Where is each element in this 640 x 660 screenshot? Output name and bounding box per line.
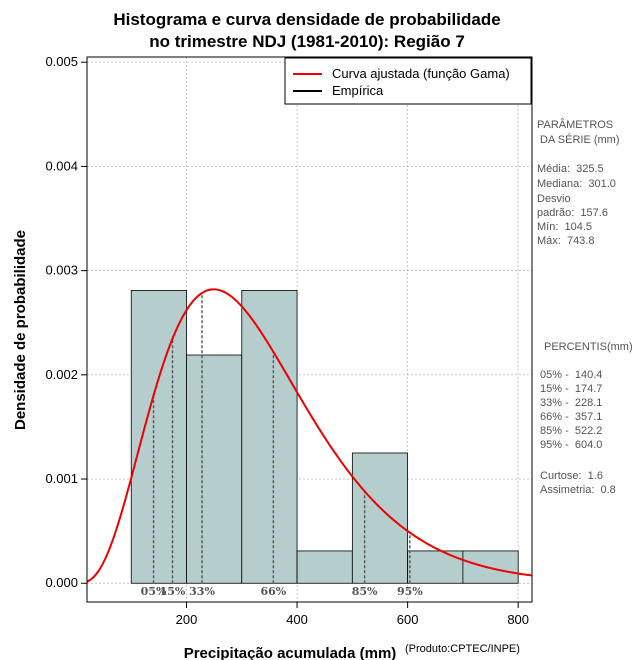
percentile-label-33: 33% <box>189 585 215 598</box>
histogram-bar-5 <box>351 452 409 584</box>
stat-skewness: Assimetria: 0.8 <box>540 484 616 496</box>
chart-title-line-2: no trimestre NDJ (1981-2010): Região 7 <box>149 32 465 51</box>
percentile-label-05: 05% <box>141 585 167 598</box>
histogram-bar-2 <box>186 354 243 584</box>
plot-frame <box>86 56 533 603</box>
gamma-fit-curve <box>86 288 532 583</box>
x-tick-label-200: 200 <box>176 612 198 627</box>
y-tick-label-5: 0.005 <box>45 54 78 69</box>
percentile-95: 95% - 604.0 <box>540 439 602 451</box>
product-credit: (Produto:CPTEC/INPE) <box>405 643 520 655</box>
percentile-label-66: 66% <box>260 585 286 598</box>
legend-box <box>284 57 532 105</box>
histogram-bar-4 <box>296 550 353 584</box>
y-tick-label-0: 0.000 <box>45 575 78 590</box>
param-max: Máx: 743.8 <box>537 235 594 247</box>
param-median: Mediana: 301.0 <box>537 178 616 190</box>
percentile-05: 05% - 140.4 <box>540 369 602 381</box>
param-mean: Média: 325.5 <box>537 163 604 175</box>
x-tick-label-800: 800 <box>507 612 529 627</box>
y-tick-label-4: 0.004 <box>45 158 78 173</box>
percentile-label-85: 85% <box>352 585 378 598</box>
x-axis-label: Precipitação acumulada (mm) <box>184 645 397 660</box>
x-tick-label-600: 600 <box>397 612 419 627</box>
percentile-labels: 05%15% 33% 66% 85% 95% <box>141 585 424 598</box>
chart-title-line-1: Histograma e curva densidade de probabil… <box>113 10 500 29</box>
param-min: Mín: 104.5 <box>537 221 592 233</box>
percentiles-title: PERCENTIS(mm) <box>544 341 633 353</box>
percentile-lines <box>152 292 411 584</box>
percentiles-panel: PERCENTIS(mm) 05% - 140.4 15% - 174.7 33… <box>540 341 633 496</box>
y-axis: 0.000 0.001 0.002 0.003 0.004 0.005 <box>45 54 87 590</box>
y-axis-label: Densidade de probabilidade <box>12 230 29 430</box>
stat-kurtosis: Curtose: 1.6 <box>540 470 603 482</box>
histogram-bar-1 <box>130 290 187 584</box>
legend: Curva ajustada (função Gama) Empírica <box>284 57 532 105</box>
x-tick-label-400: 400 <box>286 612 308 627</box>
percentile-66: 66% - 357.1 <box>540 411 602 423</box>
histogram-bars <box>130 290 519 584</box>
percentile-label-15: 15% <box>160 585 186 598</box>
param-sd-label: Desvio <box>537 193 571 205</box>
params-title-line-1: PARÂMETROS <box>537 118 613 131</box>
params-title-line-2: DA SÉRIE (mm) <box>537 133 620 146</box>
histogram-bar-3 <box>241 290 298 584</box>
percentile-33: 33% - 228.1 <box>540 397 602 409</box>
series-parameters-panel: PARÂMETROS DA SÉRIE (mm) Média: 325.5 Me… <box>537 118 620 247</box>
x-axis: 200 400 600 800 <box>176 602 529 627</box>
y-tick-label-1: 0.001 <box>45 471 78 486</box>
legend-label-fit: Curva ajustada (função Gama) <box>332 66 510 81</box>
percentile-15: 15% - 174.7 <box>540 383 602 395</box>
legend-label-empirical: Empírica <box>332 83 384 98</box>
y-tick-label-2: 0.002 <box>45 367 78 382</box>
y-tick-label-3: 0.003 <box>45 263 78 278</box>
percentile-85: 85% - 522.2 <box>540 425 602 437</box>
percentile-label-95: 95% <box>397 585 423 598</box>
param-sd: padrão: 157.6 <box>537 207 608 219</box>
